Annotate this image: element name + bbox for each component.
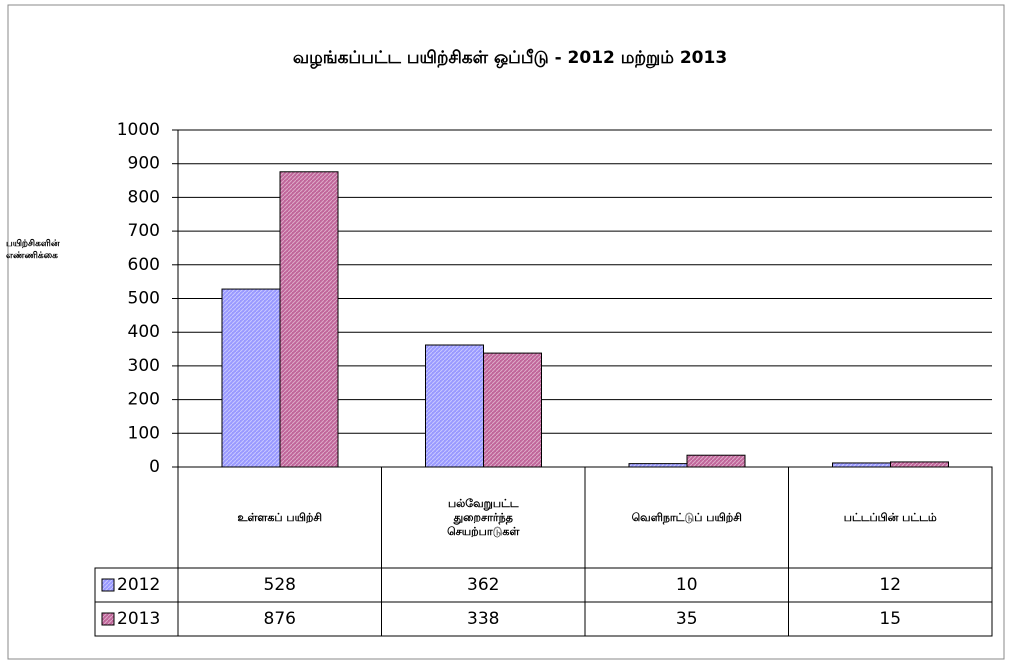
chart-title: வழங்கப்பட்ட பயிற்சிகள் ஒப்பீடு - 2012 மற…	[293, 48, 727, 68]
data-table-value: 876	[264, 609, 296, 629]
y-tick-label: 300	[128, 356, 160, 376]
x-tick-label: வெளிநாட்டுப் பயிற்சி	[631, 510, 742, 524]
data-table-value: 362	[467, 575, 499, 595]
y-tick-label: 900	[128, 154, 160, 174]
legend-label: 2012	[117, 575, 160, 595]
data-table-value: 338	[467, 609, 499, 629]
chart-border	[7, 4, 1005, 660]
bar	[483, 352, 542, 468]
data-table-value: 12	[879, 575, 901, 595]
data-table-value: 15	[879, 609, 901, 629]
y-tick-label: 0	[149, 457, 160, 477]
legend-swatch	[101, 578, 115, 592]
bar	[279, 171, 339, 468]
legend-label: 2013	[117, 609, 160, 629]
y-tick-label: 1000	[117, 120, 160, 140]
bar	[686, 454, 746, 468]
y-tick-label: 100	[128, 423, 160, 443]
y-tick-label: 500	[128, 289, 160, 309]
bar	[425, 344, 484, 468]
data-table-value: 10	[676, 575, 698, 595]
y-axis-label: பயிற்சிகளின் எண்ணிக்கை	[6, 239, 60, 261]
data-table-value: 528	[264, 575, 296, 595]
x-tick-label: பட்டப்பின் பட்டம்	[843, 510, 937, 524]
y-tick-label: 700	[128, 221, 160, 241]
legend-swatch	[101, 612, 115, 626]
x-tick-label: பல்வேறுபட்ட துறைசார்ந்த செயற்பாடுகள்	[447, 496, 520, 538]
y-tick-label: 600	[128, 255, 160, 275]
y-tick-label: 400	[128, 322, 160, 342]
y-tick-label: 200	[128, 390, 160, 410]
bar	[221, 288, 281, 468]
x-tick-label: உள்ளகப் பயிற்சி	[237, 510, 322, 524]
data-table-value: 35	[676, 609, 698, 629]
y-tick-label: 800	[128, 187, 160, 207]
